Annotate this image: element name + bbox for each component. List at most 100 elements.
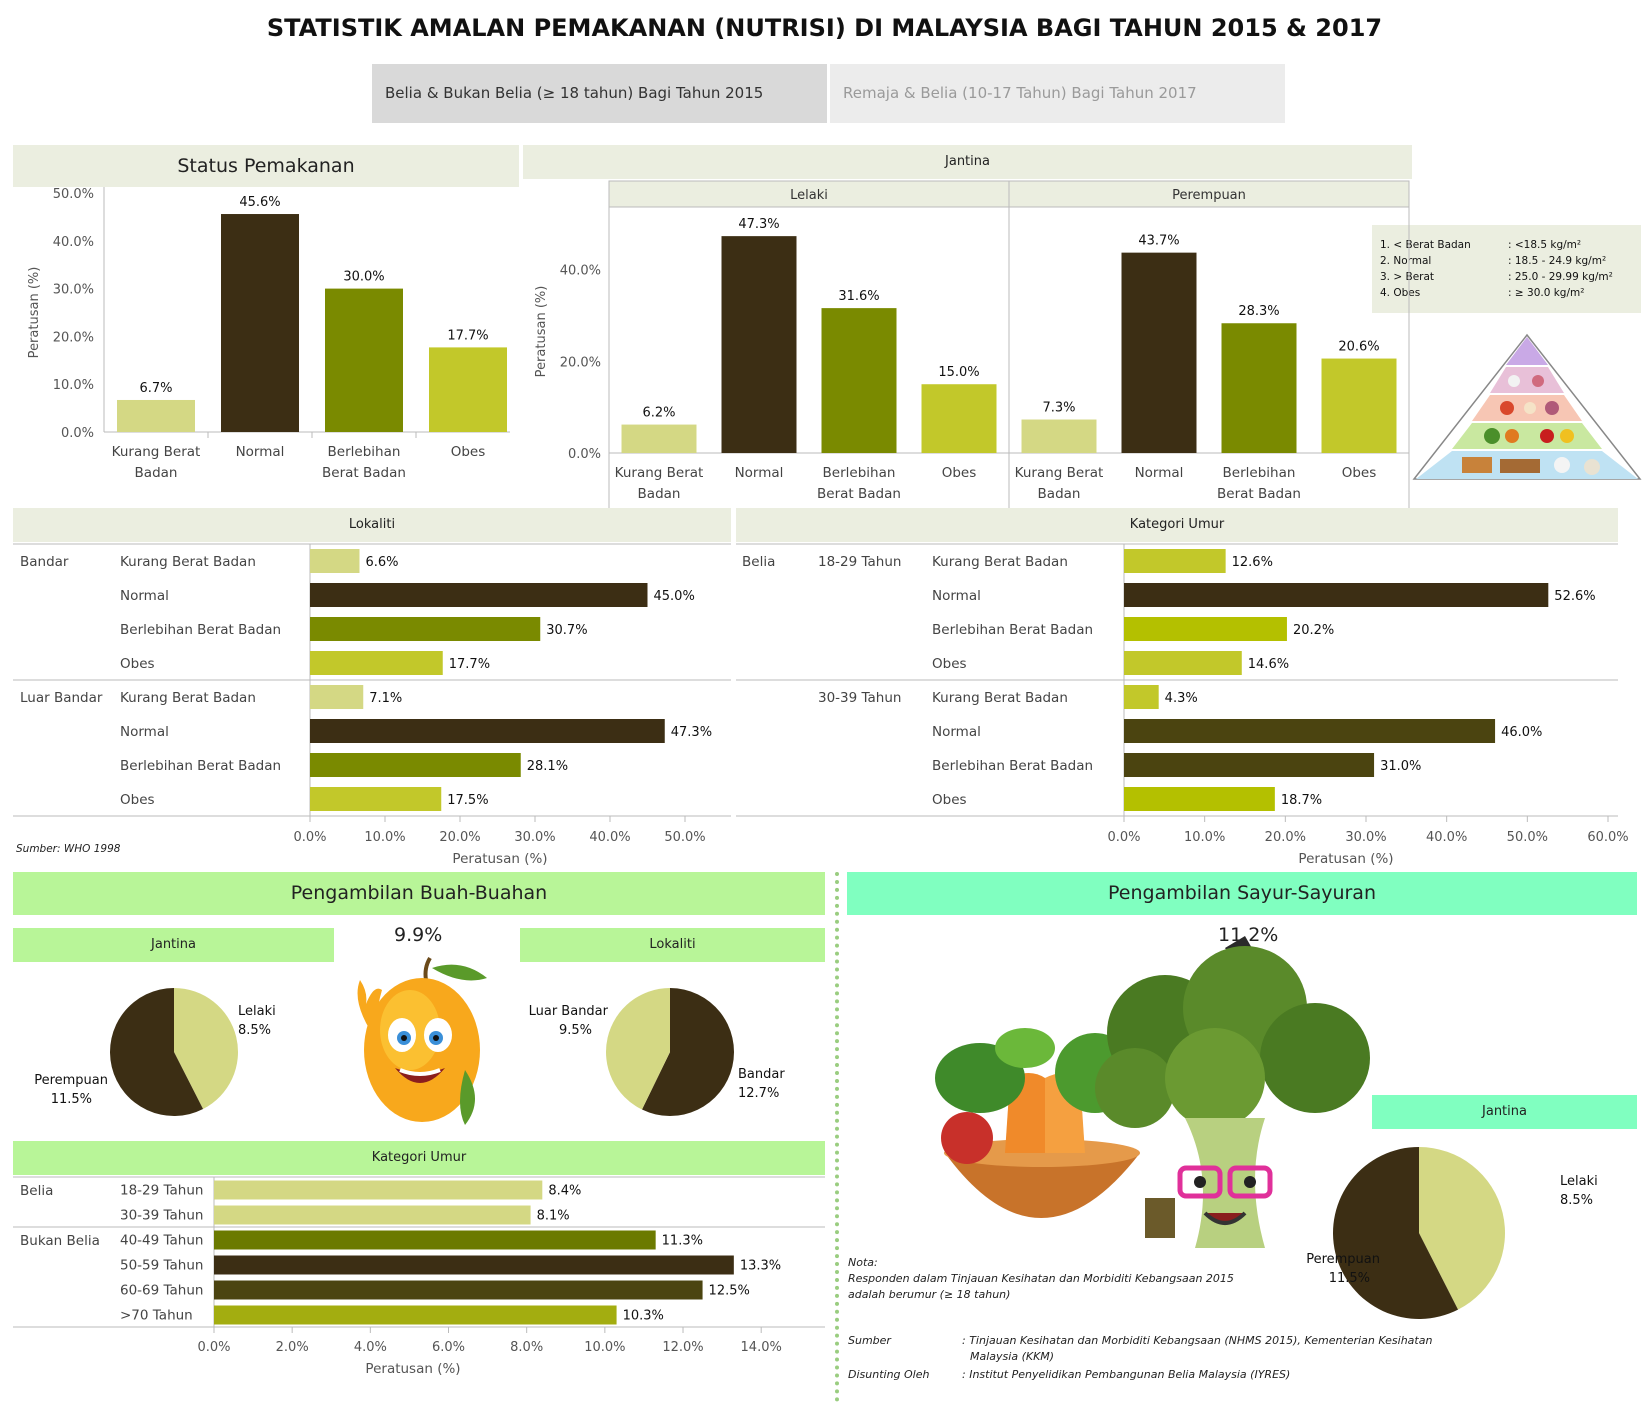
x-tick-label: Kurang Berat bbox=[1015, 465, 1104, 481]
x-tick-label: 20.0% bbox=[1265, 830, 1306, 845]
bar bbox=[1124, 685, 1159, 709]
data-label: 4.3% bbox=[1165, 691, 1198, 706]
pie-slice-label: Luar Bandar bbox=[529, 1004, 609, 1019]
bar bbox=[310, 685, 364, 709]
buah-umur-header: Kategori Umur bbox=[13, 1141, 825, 1175]
bar bbox=[1124, 617, 1287, 641]
data-label: 6.2% bbox=[642, 406, 675, 421]
panel-header-label: Lelaki bbox=[790, 188, 828, 203]
data-label: 17.5% bbox=[447, 793, 488, 808]
bar bbox=[310, 719, 665, 743]
lokaliti-bar-chart: Bandar Kurang Berat Badan 6.6% Normal 45.0% B… bbox=[13, 543, 731, 867]
disunting-text: : Institut Penyelidikan Pembangunan Beli… bbox=[962, 1368, 1291, 1381]
tab-2017[interactable]: Remaja & Belia (10-17 Tahun) Bagi Tahun … bbox=[830, 64, 1285, 123]
bmi-legend-row: 4. Obes: ≥ 30.0 kg/m² bbox=[1380, 287, 1585, 299]
data-label: 28.1% bbox=[527, 759, 568, 774]
group-label: Belia bbox=[742, 554, 775, 570]
pie-slice-label: Perempuan bbox=[1306, 1252, 1380, 1267]
x-axis-label: Peratusan (%) bbox=[365, 1361, 460, 1377]
x-tick-label: Normal bbox=[1135, 465, 1184, 481]
y-tick-label: 20.0% bbox=[560, 355, 601, 370]
x-tick-label: 50.0% bbox=[664, 830, 705, 845]
x-tick-label: 30.0% bbox=[514, 830, 555, 845]
bar bbox=[921, 384, 997, 453]
x-tick-label: 30.0% bbox=[1345, 830, 1386, 845]
bar bbox=[214, 1205, 531, 1225]
bar bbox=[429, 347, 507, 432]
group-label: Bukan Belia bbox=[20, 1233, 100, 1249]
row-label: 30-39 Tahun bbox=[120, 1208, 203, 1224]
row-label: Normal bbox=[932, 724, 981, 740]
x-tick-label: Kurang Berat bbox=[112, 444, 201, 460]
data-label: 14.6% bbox=[1248, 657, 1289, 672]
sumber-text-line1: : Tinjauan Kesihatan dan Morbiditi Keban… bbox=[962, 1334, 1433, 1347]
data-label: 45.6% bbox=[239, 195, 280, 210]
data-label: 17.7% bbox=[449, 657, 490, 672]
pie-slice-label: Perempuan bbox=[34, 1073, 108, 1088]
row-label: 40-49 Tahun bbox=[120, 1233, 203, 1249]
data-label: 46.0% bbox=[1501, 725, 1542, 740]
y-tick-label: 0.0% bbox=[61, 426, 94, 441]
pie-slice bbox=[1419, 1147, 1505, 1310]
buah-lokaliti-pie-chart: Bandar 12.7% Luar Bandar 9.5% bbox=[529, 988, 785, 1116]
bar bbox=[1221, 323, 1297, 453]
bar bbox=[214, 1230, 656, 1250]
pie-slice-value: 11.5% bbox=[1329, 1271, 1370, 1286]
row-label: Obes bbox=[120, 656, 155, 672]
data-label: 20.6% bbox=[1338, 340, 1379, 355]
bmi-legend-row: 2. Normal: 18.5 - 24.9 kg/m² bbox=[1380, 255, 1607, 267]
panel-header-bg bbox=[608, 180, 1010, 208]
row-label: Kurang Berat Badan bbox=[120, 690, 256, 706]
x-tick-label: Berlebihan bbox=[328, 444, 401, 460]
pie-slice-value: 9.5% bbox=[559, 1023, 592, 1038]
sayur-jantina-header: Jantina bbox=[1372, 1095, 1637, 1129]
pie-slice-label: Bandar bbox=[738, 1067, 785, 1082]
food-pyramid-illustration bbox=[1412, 333, 1642, 480]
status-header: Status Pemakanan bbox=[13, 145, 519, 187]
x-tick-label: Berlebihan bbox=[823, 465, 896, 481]
row-label: Kurang Berat Badan bbox=[932, 690, 1068, 706]
y-tick-label: 0.0% bbox=[568, 447, 601, 462]
broccoli-mascot-illustration bbox=[935, 936, 1370, 1248]
bar bbox=[310, 787, 442, 811]
pie-slice-value: 11.5% bbox=[51, 1092, 92, 1107]
row-label: Obes bbox=[932, 792, 967, 808]
data-label: 17.7% bbox=[447, 328, 488, 343]
data-label: 13.3% bbox=[740, 1259, 781, 1274]
x-tick-label: 8.0% bbox=[510, 1340, 543, 1355]
data-label: 11.3% bbox=[662, 1234, 703, 1249]
jantina-header: Jantina bbox=[523, 145, 1412, 179]
pie-slice-label: Lelaki bbox=[238, 1004, 276, 1019]
row-label: 18-29 Tahun bbox=[120, 1183, 203, 1199]
bar bbox=[310, 549, 360, 573]
bmi-legend: 1. < Berat Badan: <18.5 kg/m² 2. Normal:… bbox=[1372, 225, 1641, 313]
data-label: 47.3% bbox=[671, 725, 712, 740]
x-tick-label: Berat Badan bbox=[322, 465, 406, 481]
pie-slice bbox=[174, 988, 239, 1110]
x-tick-label: 14.0% bbox=[741, 1340, 782, 1355]
x-tick-label: Badan bbox=[638, 486, 681, 502]
data-label: 8.4% bbox=[548, 1184, 581, 1199]
data-label: 6.7% bbox=[139, 381, 172, 396]
tab-2015[interactable]: Belia & Bukan Belia (≥ 18 tahun) Bagi Ta… bbox=[372, 64, 827, 123]
bar bbox=[1124, 651, 1242, 675]
data-label: 43.7% bbox=[1138, 234, 1179, 249]
x-tick-label: 12.0% bbox=[662, 1340, 703, 1355]
panel-header-bg bbox=[1008, 180, 1410, 208]
x-tick-label: Berlebihan bbox=[1223, 465, 1296, 481]
section-divider bbox=[835, 872, 839, 1402]
sumber-who: Sumber: WHO 1998 bbox=[16, 843, 121, 855]
bar bbox=[1124, 753, 1375, 777]
x-tick-label: Berat Badan bbox=[1217, 486, 1301, 502]
data-label: 7.3% bbox=[1042, 401, 1075, 416]
data-label: 45.0% bbox=[654, 589, 695, 604]
data-label: 10.3% bbox=[623, 1309, 664, 1324]
sayur-header: Pengambilan Sayur-Sayuran bbox=[847, 872, 1637, 915]
bar bbox=[214, 1180, 543, 1200]
buah-umur-bar-chart: Belia 18-29 Tahun 8.4% 30-39 Tahun 8.1% Bukan… bbox=[13, 1176, 825, 1377]
y-tick-label: 40.0% bbox=[560, 264, 601, 279]
row-label: Normal bbox=[120, 588, 169, 604]
nota-label: Nota: bbox=[848, 1256, 878, 1269]
row-label: Obes bbox=[120, 792, 155, 808]
subgroup-label: 30-39 Tahun bbox=[818, 690, 901, 706]
